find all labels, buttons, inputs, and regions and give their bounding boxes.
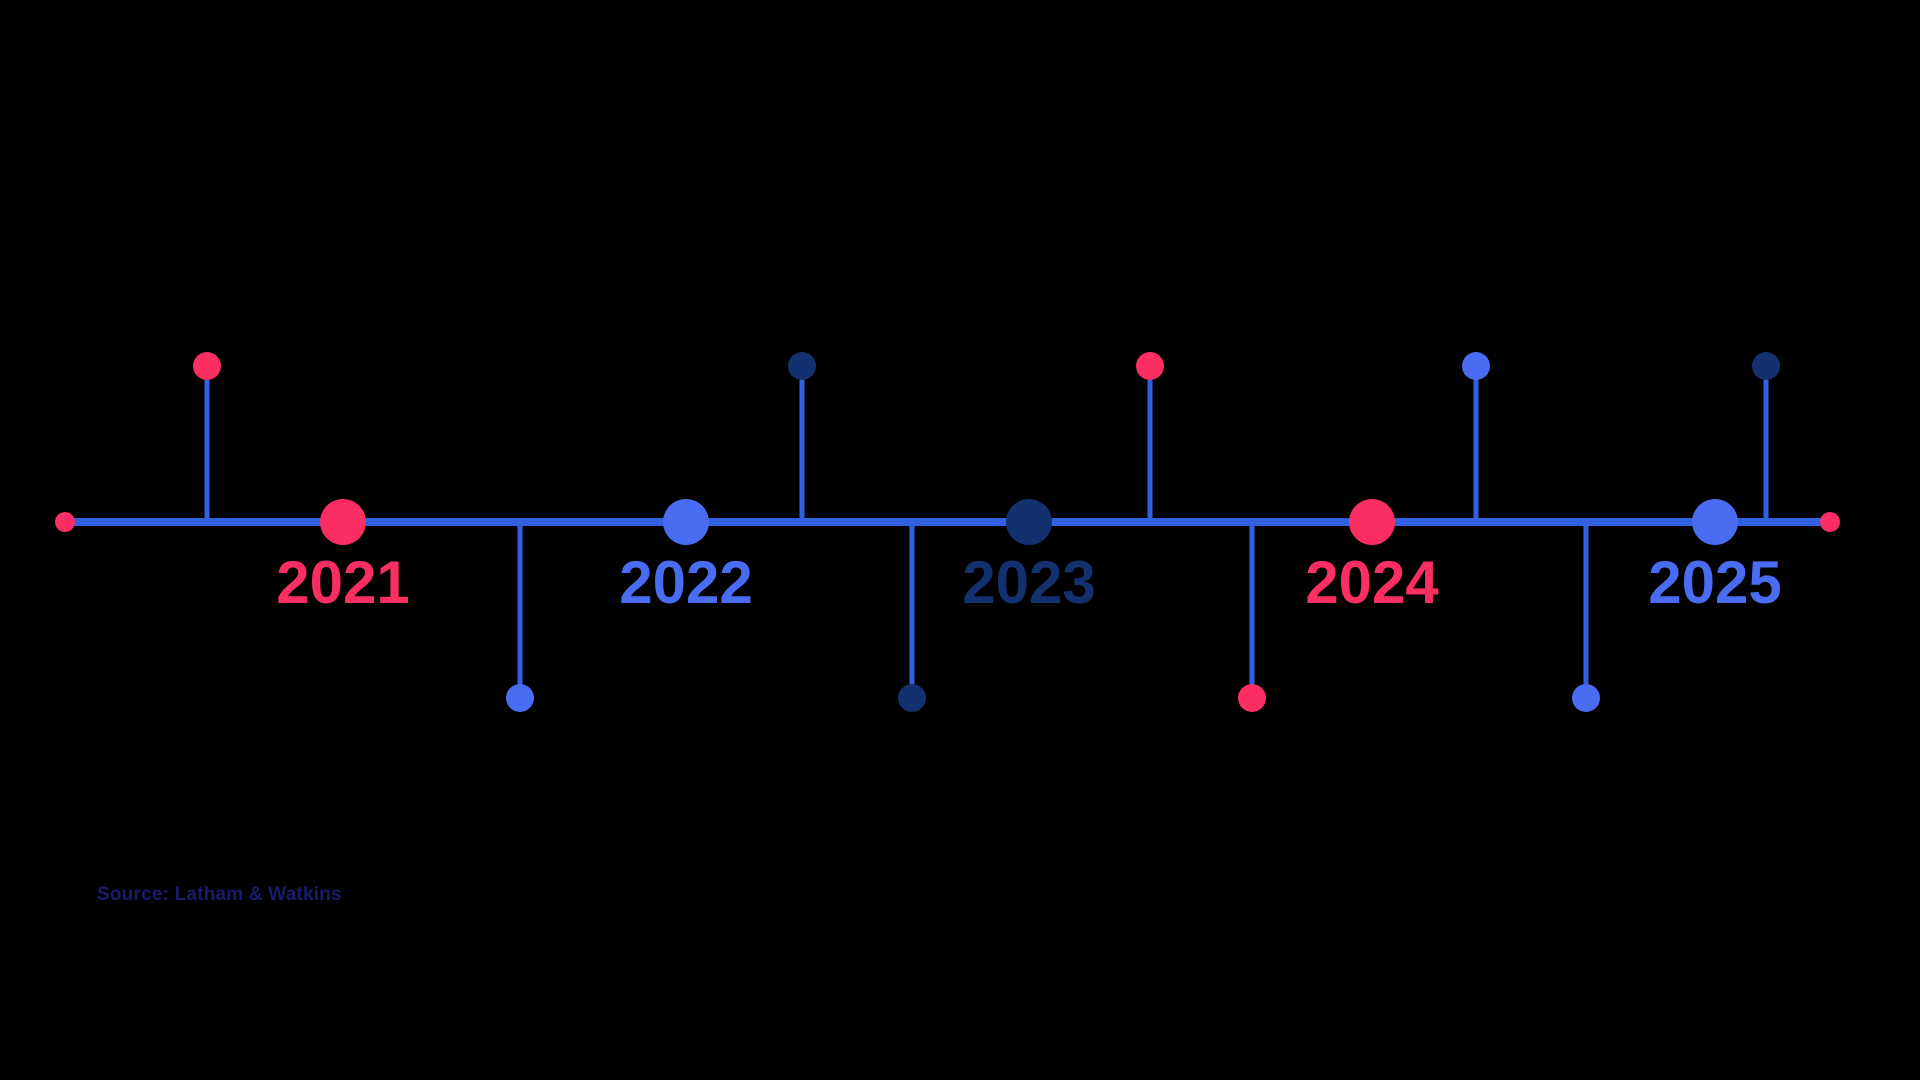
event-stem-up bbox=[204, 366, 210, 522]
event-dot-up bbox=[1136, 352, 1164, 380]
year-dot-2021 bbox=[320, 499, 366, 545]
year-label-2024: 2024 bbox=[1305, 549, 1439, 616]
year-label-2023: 2023 bbox=[962, 549, 1096, 616]
event-stem-up bbox=[1763, 366, 1769, 522]
year-dot-2024 bbox=[1349, 499, 1395, 545]
timeline-axis bbox=[65, 518, 1830, 526]
event-dot-up bbox=[1462, 352, 1490, 380]
event-stem-down bbox=[1249, 522, 1255, 698]
event-dot-up bbox=[788, 352, 816, 380]
event-stem-down bbox=[909, 522, 915, 698]
event-dot-down bbox=[506, 684, 534, 712]
year-label-2022: 2022 bbox=[619, 549, 753, 616]
endpoint-dot-left bbox=[55, 512, 75, 532]
year-label-2025: 2025 bbox=[1648, 549, 1782, 616]
event-dot-down bbox=[898, 684, 926, 712]
event-dot-up bbox=[1752, 352, 1780, 380]
year-dot-2025 bbox=[1692, 499, 1738, 545]
event-stem-down bbox=[1583, 522, 1589, 698]
event-stem-up bbox=[1147, 366, 1153, 522]
event-stem-up bbox=[799, 366, 805, 522]
year-dot-2023 bbox=[1006, 499, 1052, 545]
event-dot-up bbox=[193, 352, 221, 380]
event-stem-up bbox=[1473, 366, 1479, 522]
event-dot-down bbox=[1238, 684, 1266, 712]
event-dot-down bbox=[1572, 684, 1600, 712]
source-note: Source: Latham & Watkins bbox=[97, 884, 342, 905]
endpoint-dot-right bbox=[1820, 512, 1840, 532]
year-dot-2022 bbox=[663, 499, 709, 545]
year-label-2021: 2021 bbox=[276, 549, 410, 616]
event-stem-down bbox=[517, 522, 523, 698]
